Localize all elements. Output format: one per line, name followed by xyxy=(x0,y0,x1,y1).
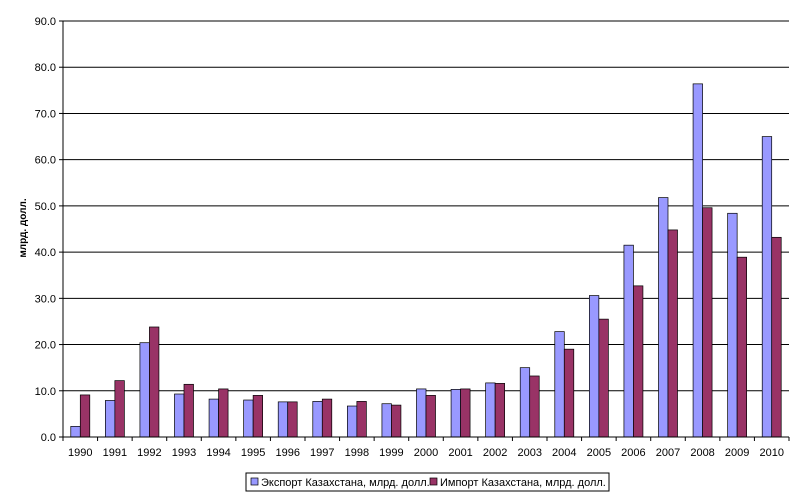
bar-export-1995 xyxy=(243,399,254,438)
bar-export-2004 xyxy=(554,331,565,438)
y-tick-label: 30.0 xyxy=(35,293,56,305)
gridlines xyxy=(63,20,789,392)
x-tick-label: 2010 xyxy=(759,447,783,459)
bar-export-2001 xyxy=(450,389,461,438)
bar-import-2005 xyxy=(598,318,609,438)
bar-export-2006 xyxy=(623,244,634,438)
y-tick-label: 0.0 xyxy=(41,432,56,444)
bar-import-1992 xyxy=(149,326,160,438)
y-tick-label: 20.0 xyxy=(35,340,56,352)
bar-import-2001 xyxy=(460,388,471,438)
legend-swatch-import xyxy=(429,477,438,486)
x-tick-label: 2005 xyxy=(587,447,611,459)
bars xyxy=(70,83,782,438)
y-tick-label: 50.0 xyxy=(35,201,56,213)
x-tick-labels: 1990 1991 1992 1993 1994 1995 1996 1997 1998 1999… xyxy=(68,447,784,459)
x-tick-label: 1994 xyxy=(206,447,230,459)
x-tick-label: 1991 xyxy=(103,447,127,459)
bar-export-2002 xyxy=(485,382,496,438)
bar-import-2008 xyxy=(702,207,713,438)
bar-export-2000 xyxy=(416,388,427,438)
x-tick-label: 1992 xyxy=(137,447,161,459)
x-tick-label: 1990 xyxy=(68,447,92,459)
y-tick-label: 90.0 xyxy=(35,16,56,28)
y-tick-labels: 0.0 10.0 20.0 30.0 40.0 50.0 60.0 70.0 80.0 90.0 xyxy=(35,16,56,444)
bar-export-2008 xyxy=(692,83,703,438)
legend-swatch-export xyxy=(250,477,259,486)
y-tick-label: 80.0 xyxy=(35,62,56,74)
bar-import-1998 xyxy=(356,401,367,438)
bar-export-1997 xyxy=(312,401,323,438)
x-tick-label: 2003 xyxy=(517,447,541,459)
bar-export-2010 xyxy=(761,136,773,438)
x-tick-label: 1995 xyxy=(241,447,265,459)
bar-export-1991 xyxy=(105,400,116,438)
legend-label-import: Импорт Казахстана, млрд. долл. xyxy=(440,477,606,489)
x-tick-label: 2001 xyxy=(448,447,472,459)
x-tick-label: 2008 xyxy=(690,447,714,459)
bar-import-2007 xyxy=(667,229,678,438)
bar-export-1996 xyxy=(277,401,289,438)
bar-export-2005 xyxy=(589,295,600,438)
x-tick-label: 2002 xyxy=(483,447,507,459)
bar-import-1995 xyxy=(252,395,263,438)
bar-export-2009 xyxy=(727,212,738,438)
x-tick-label: 2000 xyxy=(414,447,438,459)
y-tick-label: 10.0 xyxy=(35,386,56,398)
bar-export-1992 xyxy=(139,342,150,438)
bar-import-1993 xyxy=(183,383,194,438)
bar-export-1998 xyxy=(347,405,358,438)
bar-import-1991 xyxy=(114,380,125,438)
x-tick-label: 1996 xyxy=(275,447,299,459)
x-tick-label: 1997 xyxy=(310,447,334,459)
legend: Экспорт Казахстана, млрд. долл. Импорт Ка… xyxy=(245,472,610,492)
y-tick-label: 60.0 xyxy=(35,155,56,167)
bar-export-1994 xyxy=(208,398,219,438)
bar-import-1994 xyxy=(218,388,229,438)
bar-import-2002 xyxy=(494,383,505,438)
y-tick-label: 40.0 xyxy=(35,247,56,259)
y-tick-label: 70.0 xyxy=(35,108,56,120)
bar-import-2003 xyxy=(529,375,540,438)
bar-export-2007 xyxy=(658,197,669,438)
bar-import-1997 xyxy=(321,398,333,438)
bar-import-2000 xyxy=(425,395,436,438)
legend-label-export: Экспорт Казахстана, млрд. долл. xyxy=(261,477,430,489)
bar-import-2010 xyxy=(771,236,782,438)
bar-export-1990 xyxy=(70,426,81,438)
x-tick-label: 1998 xyxy=(345,447,369,459)
bar-export-1999 xyxy=(381,403,392,438)
x-tick-label: 1993 xyxy=(172,447,196,459)
x-tick-label: 2006 xyxy=(621,447,645,459)
x-tick-label: 2007 xyxy=(656,447,680,459)
x-tick-label: 2009 xyxy=(725,447,749,459)
legend-box xyxy=(245,472,610,492)
y-axis-label: млрд. долл. xyxy=(18,198,29,257)
axes xyxy=(59,20,790,441)
x-tick-label: 2004 xyxy=(552,447,576,459)
bar-export-1993 xyxy=(174,393,185,438)
bar-import-2009 xyxy=(736,256,747,438)
bar-import-1996 xyxy=(287,401,298,438)
bar-import-1990 xyxy=(79,394,91,438)
bar-import-1999 xyxy=(391,404,402,438)
bar-import-2006 xyxy=(633,285,644,438)
x-tick-label: 1999 xyxy=(379,447,403,459)
bar-import-2004 xyxy=(563,348,575,438)
bar-export-2003 xyxy=(519,367,531,438)
